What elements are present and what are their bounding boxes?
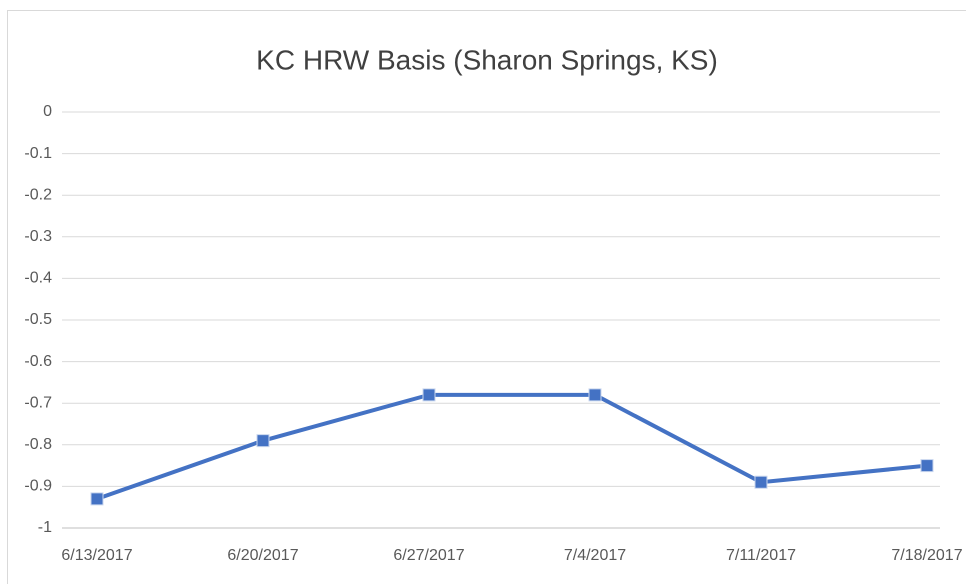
x-tick-label: 7/11/2017 bbox=[726, 547, 796, 564]
marker bbox=[754, 475, 768, 489]
y-tick-label: -0.6 bbox=[24, 353, 52, 370]
y-tick-label: -0.9 bbox=[24, 478, 52, 495]
y-tick-label: 0 bbox=[43, 103, 52, 120]
x-tick-label: 7/4/2017 bbox=[564, 547, 626, 564]
y-tick-label: -0.5 bbox=[24, 311, 52, 328]
chart-border bbox=[7, 10, 966, 584]
y-tick-label: -0.4 bbox=[24, 270, 52, 287]
marker bbox=[422, 388, 436, 402]
y-tick-label: -1 bbox=[38, 519, 52, 536]
y-tick-label: -0.3 bbox=[24, 228, 52, 245]
x-tick-label: 6/13/2017 bbox=[61, 547, 132, 564]
y-tick-label: -0.7 bbox=[24, 394, 52, 411]
y-tick-label: -0.2 bbox=[24, 186, 52, 203]
x-tick-label: 6/20/2017 bbox=[227, 547, 298, 564]
series-line bbox=[96, 392, 928, 501]
marker bbox=[256, 434, 270, 448]
marker bbox=[588, 388, 602, 402]
marker bbox=[90, 492, 104, 506]
x-tick-label: 7/18/2017 bbox=[891, 547, 962, 564]
x-tick-label: 6/27/2017 bbox=[393, 547, 464, 564]
chart-title: KC HRW Basis (Sharon Springs, KS) bbox=[256, 44, 718, 75]
marker bbox=[920, 459, 934, 473]
y-tick-label: -0.1 bbox=[24, 145, 52, 162]
y-tick-label: -0.8 bbox=[24, 436, 52, 453]
